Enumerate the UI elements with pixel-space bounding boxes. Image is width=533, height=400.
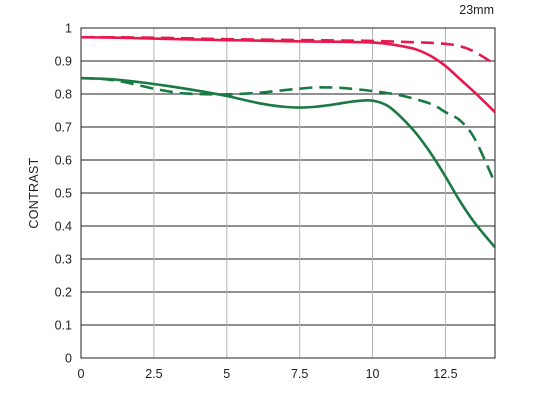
x-tick-label: 12.5 — [433, 367, 457, 381]
series-layer — [80, 35, 497, 249]
series-line-4-dashed — [80, 76, 497, 184]
x-tick-label: 10 — [366, 367, 380, 381]
y-tick-label: 0.2 — [55, 286, 72, 300]
y-tick-label: 0.5 — [55, 187, 72, 201]
tick-labels: 00.10.20.30.40.50.60.70.80.910 2.5 5 7.5 10 1… — [55, 22, 458, 382]
y-tick-label: 0.8 — [55, 88, 72, 102]
x-tick-label: 7.5 — [291, 367, 308, 381]
y-tick-label: 0 — [65, 352, 72, 366]
x-tick-label: 5 — [223, 367, 230, 381]
chart-title: 23mm — [459, 3, 494, 17]
x-tick-label: 2.5 — [145, 367, 162, 381]
series-line-3-solid — [80, 76, 497, 249]
grid-lines — [81, 27, 495, 359]
y-tick-label: 0.1 — [55, 319, 72, 333]
y-tick-label: 1 — [65, 22, 72, 36]
y-axis-title: CONTRAST — [27, 157, 41, 228]
series-line-2-dashed — [80, 35, 496, 66]
x-tick-label: 0 — [78, 367, 85, 381]
y-tick-label: 0.4 — [55, 220, 72, 234]
y-tick-label: 0.9 — [55, 55, 72, 69]
y-tick-label: 0.6 — [55, 154, 72, 168]
series-line-1-solid — [80, 35, 496, 114]
plot-frame — [80, 27, 496, 359]
y-tick-label: 0.7 — [55, 121, 72, 135]
y-tick-label: 0.3 — [55, 253, 72, 267]
